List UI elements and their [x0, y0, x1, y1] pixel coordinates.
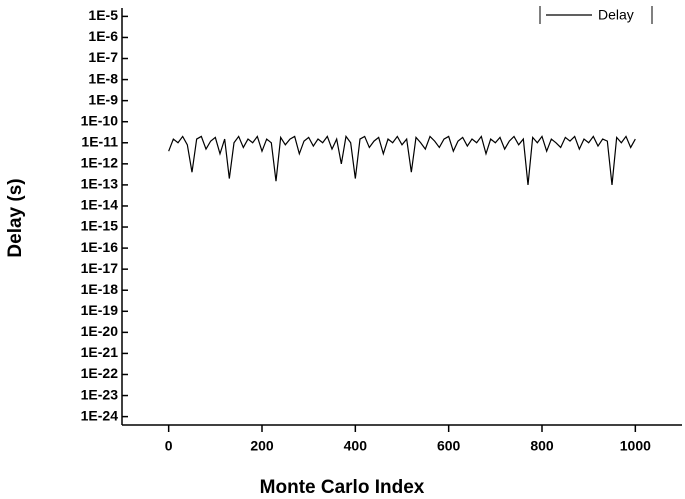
y-tick-label: 1E-8 — [88, 70, 118, 86]
legend-label: Delay — [598, 7, 634, 23]
y-tick-label: 1E-14 — [81, 197, 119, 213]
x-tick-label: 1000 — [620, 438, 651, 454]
x-tick-label: 600 — [437, 438, 461, 454]
y-tick-label: 1E-12 — [81, 155, 119, 171]
x-tick-label: 0 — [165, 438, 173, 454]
y-tick-label: 1E-10 — [81, 112, 119, 128]
y-tick-label: 1E-13 — [81, 176, 119, 192]
y-tick-label: 1E-5 — [88, 7, 118, 23]
x-axis-title: Monte Carlo Index — [260, 477, 425, 498]
y-tick-label: 1E-9 — [88, 91, 118, 107]
y-axis-title: Delay (s) — [5, 178, 26, 257]
x-tick-label: 200 — [250, 438, 274, 454]
y-tick-label: 1E-11 — [81, 133, 118, 149]
y-tick-label: 1E-23 — [81, 386, 119, 402]
y-tick-label: 1E-20 — [81, 323, 119, 339]
y-tick-label: 1E-17 — [81, 260, 119, 276]
y-tick-label: 1E-22 — [81, 365, 119, 381]
y-tick-label: 1E-6 — [88, 28, 118, 44]
y-tick-label: 1E-18 — [81, 281, 119, 297]
y-tick-label: 1E-24 — [81, 407, 119, 423]
y-tick-label: 1E-19 — [81, 302, 119, 318]
y-tick-label: 1E-15 — [81, 218, 119, 234]
y-tick-label: 1E-16 — [81, 239, 119, 255]
y-tick-label: 1E-7 — [88, 49, 118, 65]
y-tick-label: 1E-21 — [81, 344, 119, 360]
x-tick-label: 800 — [530, 438, 554, 454]
x-tick-label: 400 — [344, 438, 368, 454]
data-line — [168, 134, 636, 185]
